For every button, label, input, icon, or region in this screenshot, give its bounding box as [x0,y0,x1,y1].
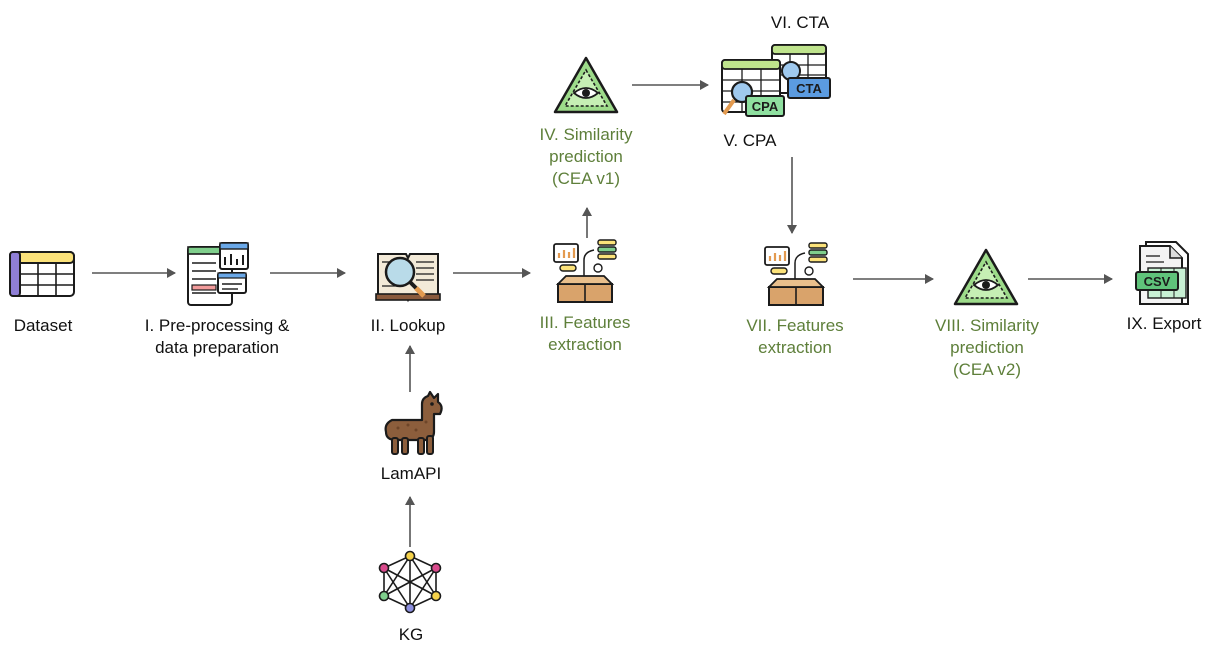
label-cta: VI. CTA [771,12,829,34]
label-line: VIII. Similarity [935,316,1039,335]
label-line: III. Features [539,313,631,332]
label-line: IX. Export [1126,314,1202,333]
label-line: VII. Features [746,316,844,335]
label-similarity-prediction-1: IV. Similarity prediction (CEA v1) [540,124,633,190]
label-lookup: II. Lookup [371,315,446,337]
label-line: extraction [758,338,832,357]
label-export: IX. Export [1127,313,1202,335]
label-line: (CEA v1) [551,169,621,188]
features-box-icon [553,239,617,303]
ai-eye-triangle-icon [953,248,1019,306]
cta-badge: CTA [796,81,822,96]
ai-eye-triangle-icon [553,56,619,114]
label-line: IV. Similarity [539,125,633,144]
label-line: VI. CTA [770,13,830,32]
label-line: prediction [950,338,1024,357]
csv-badge: CSV [1144,274,1171,289]
label-similarity-prediction-2: VIII. Similarity prediction (CEA v2) [935,315,1039,381]
label-line: V. CPA [723,131,777,150]
label-line: KG [398,625,424,644]
label-line: (CEA v2) [952,360,1022,379]
data-preparation-icon [187,242,249,306]
table-icon [9,251,75,297]
book-magnifier-icon [375,253,441,303]
llama-icon [384,390,443,455]
label-preprocessing: I. Pre-processing & data preparation [145,315,290,359]
label-line: I. Pre-processing & [144,316,290,335]
label-cpa: V. CPA [724,130,777,152]
label-line: LamAPI [380,464,442,483]
label-kg: KG [399,624,424,646]
label-line: II. Lookup [370,316,446,335]
label-features-extraction-1: III. Features extraction [540,312,631,356]
cpa-badge: CPA [752,99,779,114]
label-lamapi: LamAPI [381,463,441,485]
csv-file-icon: CSV [1135,241,1189,305]
label-dataset: Dataset [14,315,73,337]
label-features-extraction-2: VII. Features extraction [746,315,843,359]
label-line: extraction [548,335,622,354]
label-line: prediction [549,147,623,166]
features-box-icon [764,242,828,306]
cpa-table-icon: CPA [721,59,785,117]
graph-network-icon [378,550,442,614]
label-line: Dataset [13,316,73,335]
label-line: data preparation [155,338,279,357]
